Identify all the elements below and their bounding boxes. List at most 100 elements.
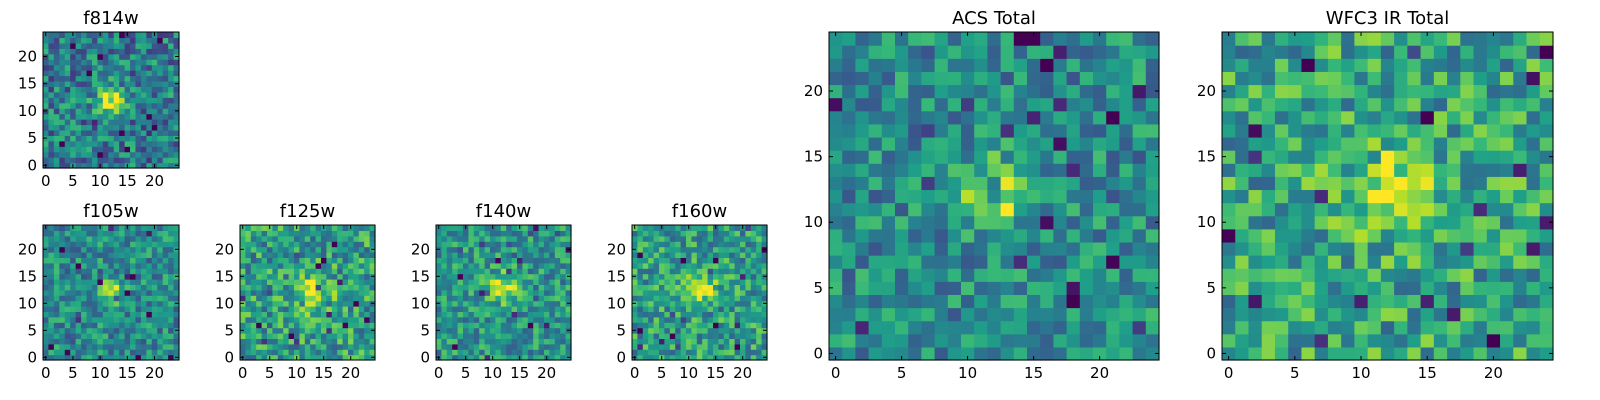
heatmap-cell xyxy=(560,246,567,253)
heatmap-cell xyxy=(895,202,909,217)
heatmap-cell xyxy=(157,32,164,39)
heatmap-cell xyxy=(299,252,306,258)
heatmap-cell xyxy=(632,235,638,242)
heatmap-cell xyxy=(1000,97,1015,112)
heatmap-cell xyxy=(484,322,491,329)
heatmap-cell xyxy=(168,257,175,264)
heatmap-cell xyxy=(369,268,376,275)
heatmap-cell xyxy=(70,349,77,356)
heatmap-cell xyxy=(1314,32,1329,46)
heatmap-cell xyxy=(108,279,115,285)
heatmap-cell xyxy=(102,316,109,323)
heatmap-cell xyxy=(1248,307,1263,322)
heatmap-cell xyxy=(1235,71,1250,86)
heatmap-cell xyxy=(745,241,752,248)
heatmap-cell xyxy=(369,311,376,318)
heatmap-cell xyxy=(506,289,513,296)
heatmap-cell xyxy=(1000,71,1015,86)
heatmap-cell xyxy=(353,241,360,248)
heatmap-cell xyxy=(151,273,158,280)
heatmap-cell xyxy=(59,102,66,109)
heatmap-cell xyxy=(81,135,88,142)
heatmap-cell xyxy=(527,268,534,275)
heatmap-cell xyxy=(256,246,263,253)
heatmap-cell xyxy=(321,284,327,291)
heatmap-cell xyxy=(659,338,665,345)
heatmap-cell xyxy=(1132,320,1147,335)
heatmap-cell xyxy=(1486,110,1501,125)
heatmap-cell xyxy=(517,268,523,275)
heatmap-cell xyxy=(441,322,448,329)
heatmap-cell xyxy=(157,338,164,345)
heatmap-cell xyxy=(895,58,909,72)
heatmap-cell xyxy=(761,295,768,302)
heatmap-cell xyxy=(1301,71,1316,86)
heatmap-cell xyxy=(632,333,638,339)
heatmap-cell xyxy=(113,322,120,329)
heatmap-cell xyxy=(113,349,120,356)
heatmap-cell xyxy=(1106,255,1120,269)
heatmap-cell xyxy=(648,327,655,334)
heatmap-cell xyxy=(468,279,475,285)
heatmap-cell xyxy=(358,316,365,323)
heatmap-cell xyxy=(549,257,556,264)
heatmap-cell xyxy=(908,202,922,217)
heatmap-cell xyxy=(750,311,757,318)
heatmap-cell xyxy=(1119,163,1134,177)
heatmap-cell xyxy=(157,300,164,307)
y-tick-label: 10 xyxy=(1197,213,1216,231)
heatmap-cell xyxy=(250,284,257,291)
heatmap-cell xyxy=(369,338,376,345)
heatmap-cell xyxy=(1027,32,1041,46)
heatmap-cell xyxy=(675,306,682,312)
heatmap-cell xyxy=(452,225,459,231)
heatmap-cell xyxy=(321,262,327,269)
heatmap-cell xyxy=(881,58,896,72)
heatmap-cell xyxy=(261,241,268,248)
heatmap-cell xyxy=(124,86,131,93)
heatmap-cell xyxy=(718,311,725,318)
heatmap-cell xyxy=(648,349,655,356)
heatmap-cell xyxy=(500,333,507,339)
heatmap-cell xyxy=(75,279,82,285)
heatmap-cell xyxy=(353,235,360,242)
heatmap-cell xyxy=(1394,255,1408,269)
heatmap-cell xyxy=(1013,163,1028,177)
heatmap-cell xyxy=(1420,136,1435,151)
heatmap-cell xyxy=(97,129,104,136)
heatmap-cell xyxy=(947,123,962,138)
heatmap-cell xyxy=(565,268,572,275)
heatmap-cell xyxy=(554,268,561,275)
heatmap-cell xyxy=(1261,58,1276,72)
heatmap-cell xyxy=(1539,84,1554,99)
heatmap-cell xyxy=(43,268,50,275)
y-tick-label: 0 xyxy=(1206,344,1216,362)
heatmap-cell xyxy=(1513,320,1528,335)
heatmap-cell xyxy=(642,295,649,302)
heatmap-cell xyxy=(1119,202,1134,217)
heatmap-cell xyxy=(452,252,459,258)
heatmap-cell xyxy=(479,343,486,350)
heatmap-cell xyxy=(53,273,60,280)
heatmap-cell xyxy=(1394,45,1408,59)
heatmap-cell xyxy=(348,300,354,307)
heatmap-cell xyxy=(1053,189,1068,204)
heatmap-cell xyxy=(506,225,513,231)
heatmap-cell xyxy=(533,338,540,345)
heatmap-cell xyxy=(908,255,922,269)
heatmap-cell xyxy=(1380,84,1395,99)
heatmap-cell xyxy=(157,257,164,264)
heatmap-cell xyxy=(637,225,644,231)
heatmap-cell xyxy=(135,140,142,147)
heatmap-cell xyxy=(75,230,82,237)
heatmap-cell xyxy=(288,316,295,323)
heatmap-cell xyxy=(173,113,180,120)
heatmap-cell xyxy=(522,268,529,275)
heatmap-cell xyxy=(908,189,922,204)
heatmap-cell xyxy=(921,241,936,256)
heatmap-cell xyxy=(1447,241,1461,256)
heatmap-cell xyxy=(81,37,88,44)
heatmap-cell xyxy=(272,295,279,302)
heatmap-cell xyxy=(146,273,153,280)
heatmap-cell xyxy=(272,322,279,329)
